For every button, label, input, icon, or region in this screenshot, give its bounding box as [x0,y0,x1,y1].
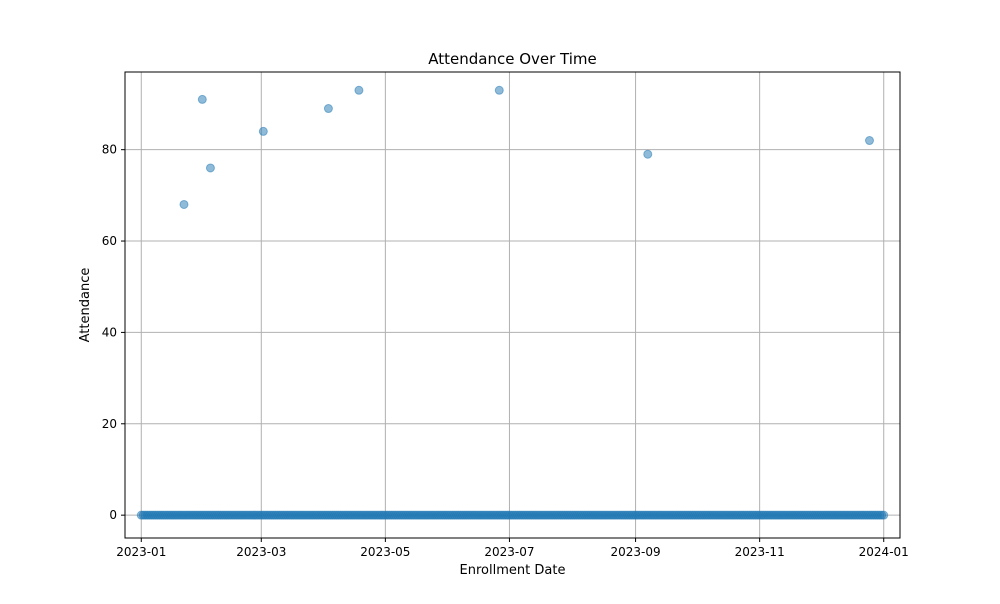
x-tick-label: 2023-01 [116,545,166,559]
data-point [205,163,215,173]
plot-area [125,72,900,538]
data-point [354,85,364,95]
y-tick-label: 40 [102,325,117,339]
axis-ticks: 2023-01 2023-03 2023-05 2023-07 2023-09 2023-… [102,143,909,559]
y-axis-label: Attendance [78,268,93,343]
x-tick-label: 2023-05 [360,545,410,559]
y-tick-label: 60 [102,234,117,248]
x-tick-label: 2023-07 [484,545,534,559]
data-point [179,199,189,209]
x-tick-label: 2023-03 [236,545,286,559]
x-tick-label: 2023-11 [735,545,785,559]
y-tick-label: 20 [102,417,117,431]
x-tick-label: 2024-01 [859,545,909,559]
data-point [323,104,333,114]
data-point [494,85,504,95]
data-point-baseline [879,510,889,520]
y-tick-label: 0 [109,508,117,522]
x-axis-label: Enrollment Date [460,563,566,578]
x-tick-label: 2023-09 [610,545,660,559]
plot-frame [124,71,901,539]
chart-title: Attendance Over Time [428,50,597,68]
data-point [258,126,268,136]
data-point [197,94,207,104]
data-point [643,149,653,159]
data-point [864,136,874,146]
y-tick-label: 80 [102,143,117,157]
data-points [136,85,889,520]
